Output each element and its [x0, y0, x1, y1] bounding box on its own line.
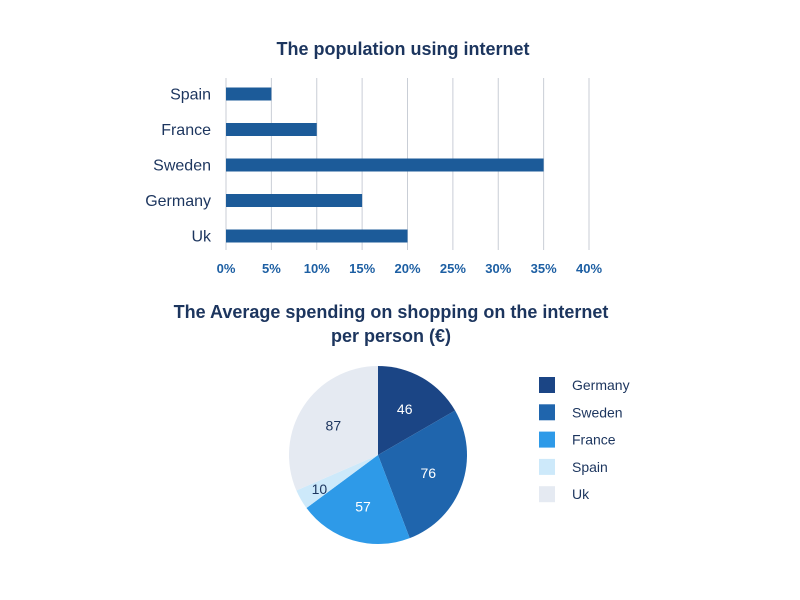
x-tick-label: 30%	[485, 261, 511, 276]
pie-slice-value: 46	[397, 401, 413, 417]
pie-slice-germany	[378, 366, 456, 455]
bar-chart-title: The population using internet	[277, 39, 530, 59]
pie-slice-value: 76	[421, 465, 437, 481]
legend-swatch	[539, 404, 555, 421]
bar-chart: The population using internet Spain Franc…	[145, 39, 602, 276]
legend-label: Spain	[572, 459, 608, 475]
bar-chart-x-ticks: 0% 5% 10% 15% 20% 25% 30% 35% 40%	[217, 261, 603, 276]
category-label: Spain	[170, 87, 211, 104]
pie-slice-value: 87	[326, 418, 342, 434]
category-label: Uk	[191, 229, 212, 246]
x-tick-label: 0%	[217, 261, 236, 276]
x-tick-label: 25%	[440, 261, 466, 276]
legend-label: Uk	[572, 486, 590, 502]
bar-spain	[226, 87, 272, 101]
bar-sweden	[226, 158, 544, 172]
bar-uk	[226, 229, 408, 243]
pie-slice-spain	[296, 455, 378, 508]
legend-swatch	[539, 431, 555, 448]
x-tick-label: 40%	[576, 261, 602, 276]
pie-chart-slice-labels: 46 76 57 10 87	[312, 401, 437, 514]
pie-chart-slices	[288, 366, 467, 544]
x-tick-label: 35%	[531, 261, 557, 276]
pie-chart-legend: Germany Sweden France Spain Uk	[539, 377, 630, 503]
pie-chart-title-line-2: per person (€)	[331, 326, 451, 346]
bar-chart-category-labels: Spain France Sweden Germany Uk	[145, 87, 212, 246]
pie-chart-title-line-1: The Average spending on shopping on the …	[174, 302, 609, 322]
pie-slice-value: 57	[355, 498, 371, 514]
legend-swatch	[539, 458, 555, 475]
bar-chart-bars	[226, 87, 544, 243]
x-tick-label: 10%	[304, 261, 330, 276]
bar-germany	[226, 194, 363, 207]
pie-slice-uk	[288, 366, 378, 491]
bar-france	[226, 123, 317, 136]
legend-swatch	[539, 377, 555, 393]
x-tick-label: 5%	[262, 261, 281, 276]
pie-chart: The Average spending on shopping on the …	[174, 302, 630, 544]
legend-label: France	[572, 432, 616, 448]
legend-swatch	[539, 486, 555, 503]
category-label: France	[161, 122, 211, 139]
pie-slice-value: 10	[312, 481, 328, 497]
category-label: Sweden	[153, 158, 211, 175]
pie-slice-sweden	[378, 410, 467, 539]
x-tick-label: 20%	[394, 261, 420, 276]
pie-slice-france	[306, 455, 410, 544]
category-label: Germany	[145, 193, 211, 210]
legend-label: Germany	[572, 377, 630, 393]
x-tick-label: 15%	[349, 261, 375, 276]
legend-label: Sweden	[572, 404, 623, 420]
